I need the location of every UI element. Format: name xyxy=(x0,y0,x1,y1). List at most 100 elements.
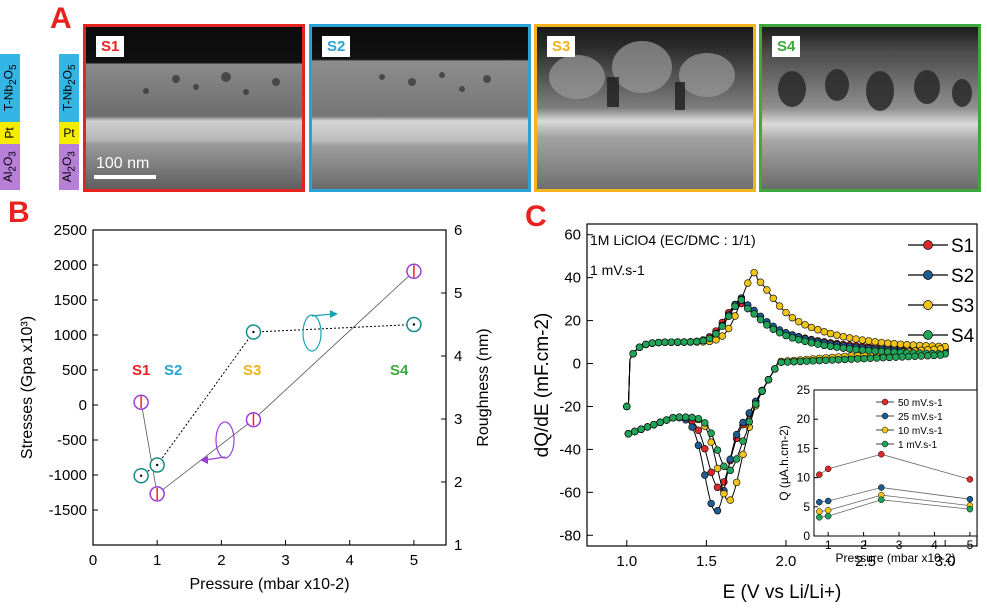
y-tick-label: -1500 xyxy=(49,502,87,519)
inset-y-tick-label: 5 xyxy=(803,500,810,514)
cv-marker-s4 xyxy=(822,356,830,365)
x-tick-label: 2.5 xyxy=(855,553,876,570)
cv-marker-s4 xyxy=(680,338,688,346)
cv-marker-s4 xyxy=(662,416,671,424)
cv-marker-s3 xyxy=(788,314,797,322)
cv-marker-s4 xyxy=(718,322,727,330)
y-tick-label: -20 xyxy=(559,398,581,415)
cv-marker-s2 xyxy=(713,507,722,515)
cv-marker-s1 xyxy=(713,483,722,492)
plot-frame xyxy=(92,229,447,546)
cv-marker-s2 xyxy=(701,471,709,479)
y2-tick-label: 4 xyxy=(454,348,462,365)
cv-marker-s3 xyxy=(845,334,854,342)
right-axis-arrowhead xyxy=(330,310,338,318)
cv-marker-s4 xyxy=(828,356,836,364)
cv-marker-s4 xyxy=(853,355,862,363)
y-tick-label: -80 xyxy=(559,527,581,544)
cv-marker-s3 xyxy=(720,490,728,498)
inset-y-tick-label: 25 xyxy=(797,383,811,397)
cv-marker-s4 xyxy=(763,321,771,329)
inset-x-tick-label: 2 xyxy=(860,538,867,552)
cv-marker-s1 xyxy=(707,468,715,477)
cv-marker-s4 xyxy=(737,296,746,304)
cv-marker-s4 xyxy=(739,437,747,445)
cv-annotation-scanrate: 1 mV.s-1 xyxy=(590,262,645,278)
sem-tag-s4: S4 xyxy=(772,36,801,57)
y-tick-label: 1500 xyxy=(54,292,87,309)
inset-legend-marker xyxy=(881,398,889,406)
panel-b-letter: B xyxy=(8,196,30,229)
cv-marker-s4 xyxy=(904,352,913,361)
roughness-point-center xyxy=(412,323,416,326)
inset-legend-label: 50 mV.s-1 xyxy=(898,398,943,409)
cv-marker-s4 xyxy=(720,462,728,470)
cv-marker-s4 xyxy=(654,338,663,347)
legend-marker-s2 xyxy=(923,270,933,280)
cv-marker-s4 xyxy=(758,387,766,395)
cv-marker-s4 xyxy=(707,429,715,437)
sample-label-s2: S2 xyxy=(164,362,183,379)
cv-marker-s4 xyxy=(764,376,773,384)
inset-x-tick-label: 4 xyxy=(931,538,938,552)
cv-marker-s3 xyxy=(724,324,733,333)
cv-marker-s4 xyxy=(732,455,741,463)
inset-y-tick-label: 0 xyxy=(803,529,810,543)
cv-marker-s4 xyxy=(826,342,835,351)
y-tick-label: 1000 xyxy=(54,327,87,344)
inset-marker xyxy=(824,507,832,514)
cv-marker-s4 xyxy=(879,354,887,362)
sem-image-s2: S2 xyxy=(309,24,531,192)
inset-line xyxy=(819,499,970,518)
cv-marker-s3 xyxy=(865,337,873,345)
cv-marker-s4 xyxy=(788,334,797,342)
cv-marker-s4 xyxy=(782,331,790,340)
y-tick-label: 0 xyxy=(573,356,581,373)
cv-marker-s4 xyxy=(930,351,938,360)
cv-marker-s4 xyxy=(790,358,798,366)
inset-legend-label: 25 mV.s-1 xyxy=(898,412,943,423)
cv-marker-s4 xyxy=(744,304,752,313)
inset-x-axis-label: Pressure (mbar x10-2) xyxy=(835,551,955,565)
cv-marker-s4 xyxy=(845,345,854,353)
legend-label-s4: S4 xyxy=(951,326,975,347)
cv-marker-s2 xyxy=(726,455,734,463)
cv-marker-s3 xyxy=(782,308,790,317)
layer-pt-label: Pt xyxy=(0,122,20,144)
inset-y-tick-label: 10 xyxy=(797,471,811,485)
left-axis-arrow xyxy=(204,456,226,461)
inset-y-axis-label: Q (µA.h.cm-2) xyxy=(777,425,791,501)
inset-marker xyxy=(966,495,974,503)
x-tick-label: 1.5 xyxy=(696,553,717,570)
cv-marker-s4 xyxy=(688,413,696,422)
inset-marker xyxy=(824,465,832,473)
cv-annotation-electrolyte-text: 1M LiClO4 (EC/DMC : 1/1) xyxy=(590,232,756,248)
left-axis-indicator xyxy=(215,421,235,459)
y-tick-label: -500 xyxy=(57,432,87,449)
cv-marker-s4 xyxy=(667,338,676,346)
cv-marker-s3 xyxy=(756,278,765,286)
legend-marker-s1 xyxy=(923,240,933,250)
y-tick-label: -60 xyxy=(559,484,581,501)
sem-tag-s1: S1 xyxy=(96,36,125,57)
y-tick-label: 40 xyxy=(564,270,581,287)
cv-marker-s4 xyxy=(911,352,919,361)
panel-c-letter: C xyxy=(525,200,547,233)
cv-marker-s4 xyxy=(771,365,779,373)
y-tick-label: 60 xyxy=(564,227,581,244)
sem-image-s3: S3 xyxy=(534,24,756,192)
cv-annotation-scanrate-text: 1 mV.s-1 xyxy=(590,262,645,278)
cv-marker-s3 xyxy=(833,331,841,339)
cv-marker-s4 xyxy=(713,446,722,454)
inset-y-tick-label: 15 xyxy=(797,441,811,455)
cv-marker-s4 xyxy=(833,343,841,351)
cv-marker-s4 xyxy=(858,346,867,354)
cv-marker-s4 xyxy=(637,425,645,433)
y2-tick-label: 3 xyxy=(454,411,462,428)
cv-marker-s4 xyxy=(892,353,900,361)
y-tick-label: 20 xyxy=(564,313,581,330)
roughness-point-center xyxy=(252,330,255,334)
legend-label-s1: S1 xyxy=(951,236,974,257)
inset-legend-label: 1 mV.s-1 xyxy=(898,440,938,451)
